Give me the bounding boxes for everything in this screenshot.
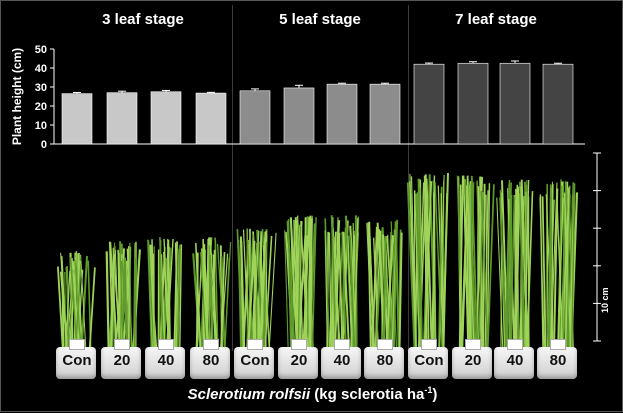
y-axis-title: Plant height (cm) [10, 48, 24, 145]
pot-tag [550, 339, 566, 350]
pot-label: 80 [537, 352, 579, 369]
bar [500, 63, 530, 144]
grass-clump [107, 241, 140, 347]
pot-label: 20 [452, 352, 494, 369]
grass-blade [546, 200, 547, 347]
y-tick-label: 0 [41, 139, 47, 151]
bar [284, 88, 314, 144]
x-axis-title-unit: (kg sclerotia ha [310, 386, 424, 403]
pot-tag [465, 339, 481, 350]
pot-tag [421, 339, 437, 350]
scale-bar-label: 10 cm [600, 287, 610, 313]
pot-label: 40 [494, 352, 536, 369]
x-axis-title: Sclerotium rolfsii (kg sclerotia ha-1) [1, 385, 623, 403]
grass-clump [193, 237, 230, 347]
pot-tag [334, 339, 350, 350]
pot-label: 20 [278, 352, 320, 369]
pot-label: 40 [321, 352, 363, 369]
grass-clump [367, 220, 402, 347]
grass-clump [285, 216, 316, 347]
pot-label: Con [56, 352, 98, 369]
pot-label: Con [234, 352, 276, 369]
grass-clump [458, 176, 494, 348]
bar [151, 92, 181, 144]
grass-blade [107, 251, 109, 347]
grass-clump [148, 237, 182, 347]
pot-tag [158, 339, 174, 350]
grass-clump [497, 180, 533, 347]
grass-blade [153, 254, 154, 347]
y-tick-label: 40 [35, 63, 47, 75]
pot-label: 20 [101, 352, 143, 369]
bar [107, 93, 137, 144]
grass-clump [540, 179, 577, 347]
pot-tag [114, 339, 130, 350]
bar [414, 64, 444, 144]
pot-tag [69, 339, 85, 350]
y-tick-label: 20 [35, 101, 47, 113]
pot-label: 80 [190, 352, 232, 369]
bar [543, 64, 573, 144]
x-axis-title-close: ) [432, 386, 437, 403]
grass-clump [237, 229, 276, 348]
grass-blade [169, 247, 170, 347]
grass-blade [90, 267, 95, 347]
bar [62, 94, 92, 144]
pot-tag [291, 339, 307, 350]
pot-tag [377, 339, 393, 350]
y-tick-label: 10 [35, 120, 47, 132]
bar [196, 93, 226, 144]
bar [240, 91, 270, 144]
pot-label: Con [408, 352, 450, 369]
pot-tag [247, 339, 263, 350]
y-tick-label: 50 [35, 44, 47, 56]
grass-clump [325, 215, 358, 347]
bar [458, 63, 488, 144]
y-tick-label: 30 [35, 82, 47, 94]
grass-clump [408, 173, 448, 347]
x-axis-title-species: Sclerotium rolfsii [188, 386, 311, 403]
pot-label: 80 [364, 352, 406, 369]
pot-tag [203, 339, 219, 350]
grass-blade [470, 182, 471, 348]
bar [370, 84, 400, 144]
pot-label: 40 [145, 352, 187, 369]
pot-tag [507, 339, 523, 350]
bar [327, 84, 357, 144]
grass-clump [58, 251, 95, 347]
